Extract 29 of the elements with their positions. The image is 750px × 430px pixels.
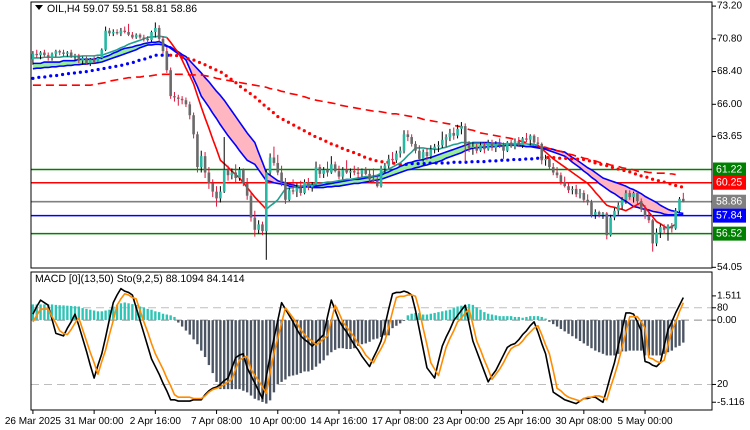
x-tick-label: 14 Apr 16:00	[310, 416, 368, 427]
y2-tick-label: 80	[717, 302, 729, 314]
x-tick-label: 5 May 00:00	[618, 416, 673, 427]
ref-line-label: 60.25	[716, 176, 742, 189]
y-tick-label: 54.05	[717, 262, 742, 273]
y-tick-label: 63.65	[717, 131, 742, 142]
y-tick-label: 0.00	[717, 314, 737, 326]
y-tick-label: 66.00	[717, 98, 742, 110]
x-tick-label: 7 Apr 08:00	[190, 416, 243, 427]
y2-tick-label: 20	[717, 379, 729, 390]
y-tick-label: 73.20	[717, 0, 742, 12]
y-tick-label: 1.511	[717, 290, 742, 302]
ref-line-label: 61.22	[716, 163, 742, 176]
ref-line-label: 58.86	[716, 195, 742, 208]
x-tick-label: 26 Mar 2025	[4, 416, 62, 427]
x-tick-label: 25 Apr 16:00	[494, 416, 552, 427]
chart-title: MACD [0](13,50) Sto(9,2,5) 88.1094 84.1414	[35, 273, 245, 285]
x-tick-label: 2 Apr 16:00	[130, 416, 182, 427]
ref-line-label: 56.52	[716, 227, 742, 240]
x-tick-label: 23 Apr 00:00	[433, 416, 490, 427]
x-tick-label: 10 Apr 00:00	[249, 416, 307, 427]
chart-title: OIL,H4 59.07 59.51 58.81 58.86	[47, 3, 198, 15]
ref-line-label: 57.84	[716, 209, 742, 222]
x-tick-label: 30 Apr 08:00	[555, 416, 613, 427]
x-tick-label: 31 Mar 00:00	[64, 416, 124, 427]
y-tick-label: -5.116	[717, 396, 746, 408]
x-tick-label: 17 Apr 08:00	[372, 416, 429, 427]
y-tick-label: 70.80	[717, 33, 742, 44]
y-tick-label: 68.40	[717, 66, 742, 78]
